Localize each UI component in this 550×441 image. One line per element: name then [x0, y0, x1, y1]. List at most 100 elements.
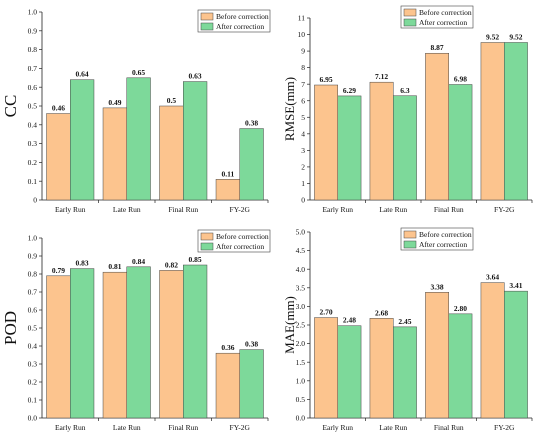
bar-after-correction: [393, 326, 417, 419]
y-tick-label: 10: [298, 30, 306, 39]
bar-before-correction: [102, 107, 127, 201]
data-label: 8.87: [431, 43, 444, 52]
y-tick-label: 0.5: [296, 395, 306, 404]
bar-after-correction: [448, 313, 473, 419]
bar-before-correction: [159, 270, 184, 419]
data-label: 0.85: [189, 255, 202, 264]
data-label: 6.29: [343, 86, 356, 95]
bar-after-correction: [183, 81, 208, 201]
bars: 6.95 6.29 7.12 6.3 8.87 6.98 9.52 9.52: [314, 32, 528, 201]
chart-panel-cc: 0 0.1 0.2 0.3 0.4 0.5 0.6 0.7 0.8 0.9 1.0 Early Run…: [1, 8, 271, 214]
bar-after-correction: [337, 325, 362, 419]
x-tick-label: Late Run: [379, 205, 407, 214]
bars: 2.70 2.48 2.68 2.45 3.38 2.80 3.64 3.41: [314, 273, 528, 419]
y-tick-label: 1.0: [296, 376, 306, 385]
data-label: 0.79: [52, 266, 65, 275]
y-tick-label: 11: [298, 14, 305, 23]
bar-before-correction: [159, 105, 184, 201]
y-tick-label: 8: [301, 63, 305, 72]
bar-after-correction: [239, 128, 264, 201]
data-label: 2.48: [343, 316, 356, 325]
x-tick-label: FY-2G: [230, 205, 251, 214]
bar-before-correction: [369, 318, 394, 419]
data-label: 6.95: [320, 75, 333, 84]
bar-after-correction: [70, 268, 95, 419]
y-tick-label: 2: [301, 163, 305, 172]
bar-before-correction: [425, 52, 450, 201]
y-tick-label: 0.1: [28, 177, 38, 186]
data-label: 0.63: [189, 72, 202, 81]
x-tick-label: FY-2G: [494, 205, 515, 214]
data-label: 0.83: [76, 259, 89, 268]
y-tick-label: 0.8: [28, 45, 38, 54]
legend-label-after: After correction: [216, 22, 264, 31]
legend-label-before: Before correction: [216, 12, 269, 21]
legend-frame: [400, 227, 474, 251]
legend-swatch-after: [403, 240, 417, 249]
y-tick-label: 1.0: [28, 8, 38, 17]
bar-after-correction: [448, 84, 473, 201]
legend-swatch-after: [200, 242, 214, 251]
y-tick-label: 0: [33, 196, 37, 205]
x-tick-label: Final Run: [168, 205, 198, 214]
bar-before-correction: [46, 275, 71, 419]
legend-frame: [400, 5, 474, 29]
data-label: 0.46: [52, 104, 65, 113]
y-tick-label: 6: [301, 96, 305, 105]
y-tick-label: 0.4: [28, 120, 38, 129]
x-tick-label: Final Run: [168, 423, 198, 432]
legend-swatch-before: [403, 8, 417, 17]
y-tick-label: 0.0: [296, 414, 306, 423]
y-tick-label: 0.7: [28, 64, 38, 73]
legend-frame: [197, 9, 271, 33]
y-tick-label: 0.8: [28, 270, 38, 279]
y-tick-label: 2.5: [296, 321, 306, 330]
x-tick-label: Final Run: [434, 423, 464, 432]
y-tick-label: 1: [301, 179, 305, 188]
bar-after-correction: [70, 79, 95, 201]
data-label: 2.45: [398, 317, 411, 326]
bar-before-correction: [215, 352, 241, 419]
y-tick-label: 2.0: [296, 339, 306, 348]
x-tick-label: FY-2G: [230, 423, 251, 432]
y-tick-label: 1.0: [28, 234, 38, 243]
chart-panel-rmse-mm: 0 1 2 3 4 5 6 7 8 9 10 11 Early Run Late Run Final Run…: [282, 5, 533, 214]
y-tick-label: 7: [301, 80, 305, 89]
data-label: 0.65: [132, 68, 145, 77]
bar-before-correction: [102, 271, 127, 419]
legend-label-before: Before correction: [419, 230, 472, 239]
data-label: 3.64: [486, 273, 499, 282]
data-label: 0.84: [132, 257, 145, 266]
y-tick-label: 0.2: [28, 158, 38, 167]
legend-swatch-after: [200, 22, 214, 31]
bars: 0.46 0.64 0.49 0.65 0.5 0.63 0.11 0.38: [46, 68, 264, 201]
legend-frame: [197, 229, 271, 253]
legend-swatch-before: [403, 230, 417, 239]
x-tick-label: FY-2G: [494, 423, 515, 432]
data-label: 2.68: [375, 308, 388, 317]
data-label: 9.52: [486, 32, 499, 41]
y-axis-title: POD: [1, 311, 20, 345]
y-tick-label: 0.6: [28, 83, 38, 92]
data-label: 0.64: [76, 70, 89, 79]
legend-label-after: After correction: [419, 240, 467, 249]
x-tick-label: Late Run: [379, 423, 407, 432]
x-tick-label: Final Run: [434, 205, 464, 214]
y-tick-label: 4.0: [296, 265, 306, 274]
bar-before-correction: [215, 179, 241, 201]
y-tick-label: 0.6: [28, 306, 38, 315]
axes: 0 0.1 0.2 0.3 0.4 0.5 0.6 0.7 0.8 0.9 1.0 Early Run…: [28, 8, 269, 214]
legend-label-before: Before correction: [216, 232, 269, 241]
y-tick-label: 0.5: [28, 102, 38, 111]
x-tick-label: Early Run: [322, 205, 353, 214]
y-tick-label: 3.5: [296, 283, 306, 292]
bar-after-correction: [183, 264, 208, 419]
bar-after-correction: [126, 266, 151, 419]
y-tick-label: 0: [301, 196, 305, 205]
y-tick-label: 4.5: [296, 246, 306, 255]
data-label: 6.98: [454, 75, 467, 84]
x-tick-label: Early Run: [55, 205, 86, 214]
